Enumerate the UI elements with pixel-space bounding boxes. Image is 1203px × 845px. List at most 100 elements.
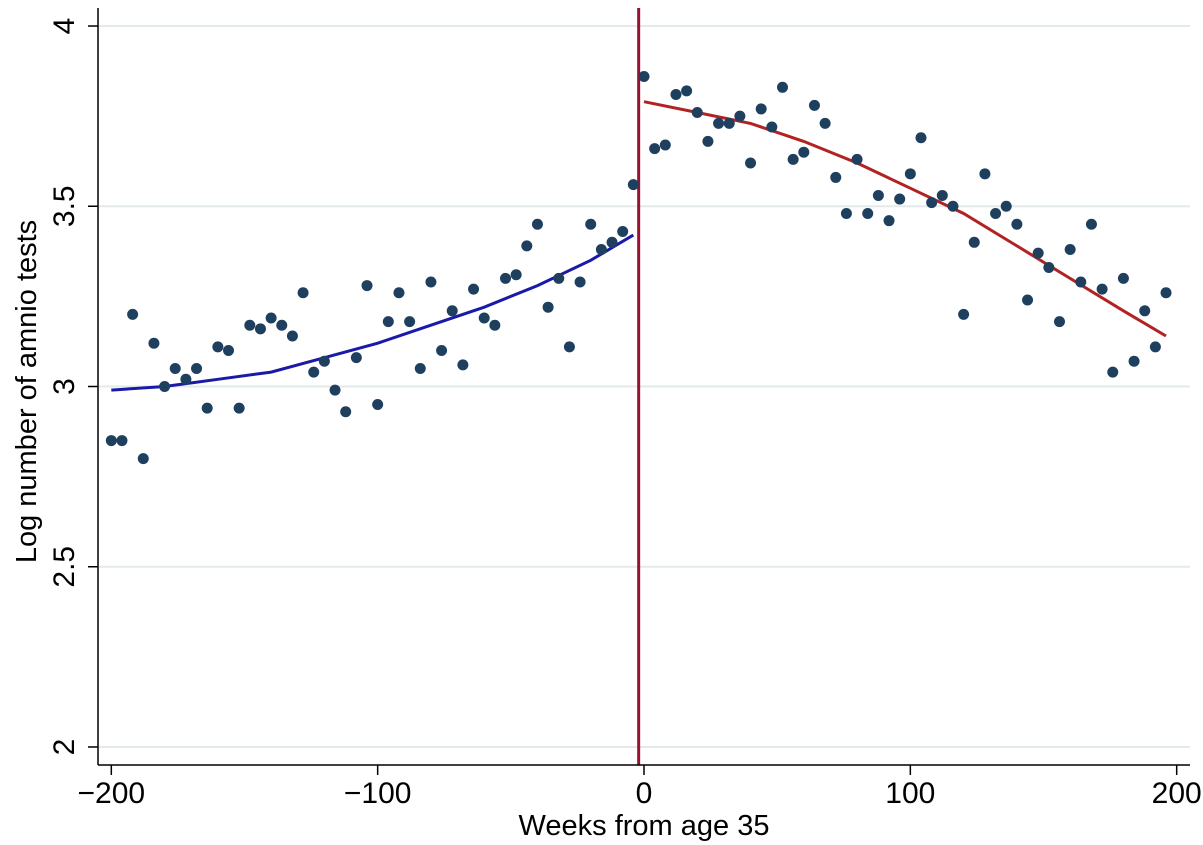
- data-point: [457, 359, 469, 371]
- data-point: [233, 402, 245, 414]
- data-point: [425, 276, 437, 288]
- data-point: [659, 139, 671, 151]
- data-point: [510, 269, 522, 281]
- data-point: [990, 207, 1002, 219]
- fit-line-left: [111, 233, 635, 392]
- data-point: [468, 283, 480, 295]
- data-point: [297, 287, 309, 299]
- data-point: [1160, 287, 1172, 299]
- data-point: [872, 189, 884, 201]
- data-point: [244, 319, 256, 331]
- fit-line-right: [643, 100, 1167, 338]
- data-point: [212, 341, 224, 353]
- y-tick-label: 4: [48, 18, 81, 35]
- data-point: [542, 301, 554, 313]
- data-point: [254, 323, 266, 335]
- data-point: [798, 146, 810, 158]
- data-point: [521, 240, 533, 252]
- data-point: [478, 312, 490, 324]
- data-point: [691, 107, 703, 119]
- y-tick-label: 3.5: [48, 185, 81, 227]
- data-point: [137, 453, 149, 465]
- data-point: [926, 197, 938, 209]
- data-point: [670, 89, 682, 101]
- data-point: [180, 373, 192, 385]
- data-point: [1032, 247, 1044, 259]
- x-tick-label: 200: [1152, 777, 1202, 810]
- data-point: [500, 272, 512, 284]
- data-point: [862, 207, 874, 219]
- data-point: [159, 381, 171, 392]
- data-point: [382, 316, 394, 328]
- data-point: [958, 308, 970, 320]
- data-point: [638, 70, 650, 82]
- data-point: [915, 132, 927, 144]
- data-point: [553, 272, 565, 284]
- data-point: [308, 366, 320, 378]
- data-point: [883, 215, 895, 227]
- data-point: [1085, 218, 1097, 230]
- data-point: [606, 236, 618, 248]
- data-point: [116, 435, 128, 447]
- data-point: [585, 218, 597, 230]
- data-point: [617, 225, 629, 237]
- data-point: [787, 153, 799, 165]
- data-point: [894, 193, 906, 205]
- data-point: [414, 362, 426, 374]
- data-point: [563, 341, 575, 353]
- x-tick-label: −200: [78, 777, 146, 810]
- y-axis-ticks: 2 2.5 3 3.5 4: [48, 18, 98, 756]
- data-point: [776, 81, 788, 93]
- data-point: [436, 344, 448, 356]
- data-point: [1149, 341, 1161, 353]
- data-point: [350, 352, 362, 364]
- data-point: [1075, 276, 1087, 288]
- data-point: [1022, 294, 1034, 306]
- data-point: [329, 384, 341, 396]
- data-point: [201, 402, 213, 414]
- data-point: [1011, 218, 1023, 230]
- data-point: [979, 168, 991, 180]
- gridlines: [99, 25, 1190, 748]
- data-point: [947, 200, 959, 212]
- data-point: [627, 179, 639, 191]
- data-point: [702, 135, 714, 147]
- data-point: [105, 435, 117, 447]
- data-point: [127, 308, 139, 320]
- data-point: [1053, 316, 1065, 328]
- data-point: [808, 99, 820, 111]
- data-point: [681, 85, 693, 97]
- data-point: [819, 117, 831, 129]
- data-point: [1117, 272, 1129, 284]
- data-point: [531, 218, 543, 230]
- data-point: [840, 207, 852, 219]
- x-axis-ticks: −200 −100 0 100 200: [78, 765, 1202, 810]
- data-point: [404, 316, 416, 328]
- data-point: [936, 189, 948, 201]
- data-point: [148, 337, 160, 349]
- data-point: [723, 117, 735, 129]
- data-point: [1139, 305, 1151, 317]
- data-point: [574, 276, 586, 288]
- y-tick-label: 2.5: [48, 546, 81, 588]
- data-point: [713, 117, 725, 129]
- x-tick-label: −100: [344, 777, 412, 810]
- data-point: [276, 319, 288, 331]
- data-point: [361, 280, 373, 292]
- data-point: [830, 171, 842, 183]
- data-point: [766, 121, 778, 133]
- data-point: [286, 330, 298, 342]
- x-axis-title: Weeks from age 35: [519, 810, 770, 842]
- data-point: [1064, 244, 1076, 256]
- data-point: [649, 143, 661, 155]
- y-tick-label: 2: [48, 739, 81, 756]
- data-point: [904, 168, 916, 180]
- data-point: [265, 312, 277, 324]
- data-point: [734, 110, 746, 122]
- data-point: [489, 319, 501, 331]
- data-point: [851, 153, 863, 165]
- y-tick-label: 3: [48, 378, 81, 395]
- data-point: [318, 355, 330, 367]
- data-point: [745, 157, 757, 169]
